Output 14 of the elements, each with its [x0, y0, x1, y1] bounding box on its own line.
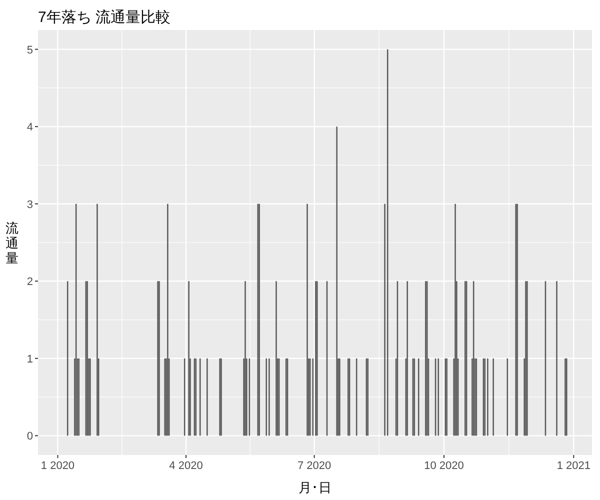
y-tick-label: 1 [26, 353, 33, 366]
y-tick-label: 3 [26, 198, 33, 211]
x-tick-label: 10 2020 [424, 460, 464, 472]
x-tick-label: 1 2020 [40, 460, 75, 472]
y-tick-label: 5 [26, 44, 33, 56]
chart-title: 7年落ち 流通量比較 [38, 9, 171, 26]
y-tick-label: 2 [26, 276, 33, 288]
x-axis-title: 月･日 [298, 480, 332, 495]
y-tick-label: 0 [26, 430, 33, 443]
x-tick-label: 4 2020 [169, 460, 203, 472]
y-tick-label: 4 [26, 122, 33, 134]
y-axis-title: 流通量 [6, 220, 18, 266]
x-tick-label: 1 2021 [556, 460, 590, 472]
x-tick-label: 7 2020 [297, 460, 332, 472]
